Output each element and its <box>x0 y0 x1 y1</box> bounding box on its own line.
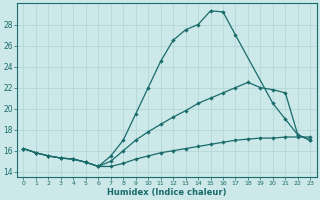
X-axis label: Humidex (Indice chaleur): Humidex (Indice chaleur) <box>107 188 227 197</box>
